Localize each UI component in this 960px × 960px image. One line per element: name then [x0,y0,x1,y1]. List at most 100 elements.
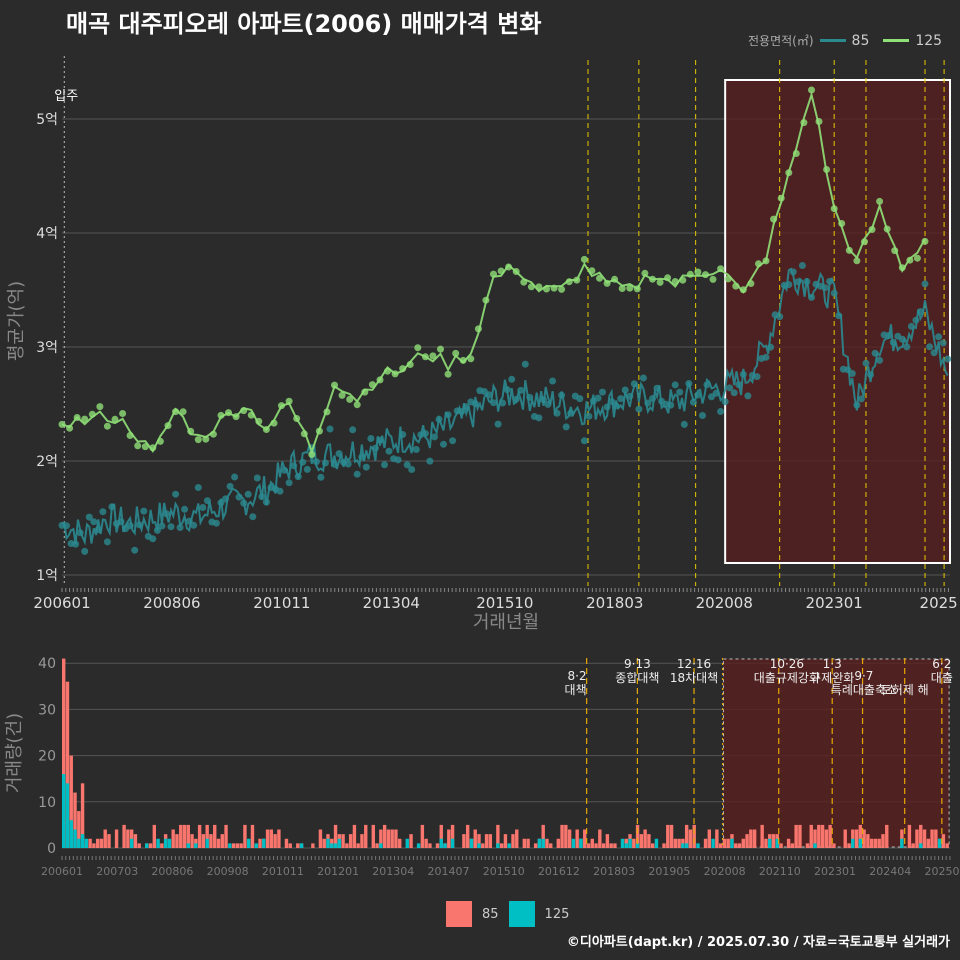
bar-85 [809,824,813,848]
data-point-85 [721,398,729,406]
data-point-125 [323,408,331,416]
data-point-125 [134,442,142,450]
bar-125 [330,843,334,848]
legend-bottom-label-85: 85 [482,906,499,922]
data-point-125 [368,381,376,389]
data-point-85 [181,505,189,513]
data-point-125 [285,397,293,405]
data-point-125 [444,370,452,378]
policy-name-label: 대출 [931,671,953,685]
x-tick-label: 200703 [96,865,138,878]
data-point-85 [776,313,784,321]
data-point-85 [408,466,416,473]
data-point-125 [202,435,210,443]
data-point-85 [503,386,511,394]
bar-85 [858,824,863,848]
bar-85 [511,834,515,848]
data-point-125 [755,260,762,268]
data-point-85 [185,517,193,525]
data-point-85 [371,444,379,452]
bar-85 [601,843,606,848]
data-point-125 [913,254,921,262]
x-tick-label: 200601 [41,865,83,878]
bar-85 [322,838,326,848]
data-point-125 [179,408,187,416]
data-point-125 [81,415,89,423]
bar-85 [137,843,141,848]
bar-85 [186,824,190,848]
data-point-85 [435,415,443,423]
x-tick-label: 201304 [372,865,414,878]
bar-85 [798,824,802,848]
data-point-85 [349,426,357,434]
data-point-125 [921,237,929,245]
bar-85 [77,811,81,848]
bar-85 [749,829,753,848]
bar-85 [371,824,375,848]
data-point-125 [126,432,134,439]
data-point-85 [735,381,743,389]
bar-125 [129,838,134,848]
data-point-85 [222,495,229,503]
data-point-85 [912,316,920,324]
bar-125 [69,820,73,848]
data-point-85 [903,343,911,351]
bar-125 [65,783,70,848]
data-point-125 [111,415,119,423]
data-point-125 [611,275,619,283]
bar-125 [900,838,904,848]
data-point-125 [209,430,217,438]
y-tick-label: 4억 [36,226,58,242]
data-point-125 [656,278,664,286]
legend-box-85 [446,901,472,927]
bar-85 [243,824,247,848]
x-tick-label: 201905 [648,865,690,878]
legend-bottom-label-125: 125 [544,906,570,922]
bar-85 [567,829,572,848]
bar-85 [684,824,689,848]
data-point-85 [580,437,588,445]
data-point-85 [830,289,838,297]
data-point-85 [857,395,865,403]
x-tick-label: 202110 [759,865,801,878]
y-tick-label: 40 [38,656,56,672]
data-point-125 [732,282,740,290]
data-point-85 [85,513,93,521]
bar-85 [594,843,598,848]
data-point-85 [321,459,329,467]
data-point-85 [558,391,566,399]
data-point-125 [792,150,800,157]
bar-85 [288,843,292,848]
bar-85 [726,838,730,848]
policy-date-label: 9·13 [624,657,651,671]
data-point-125 [270,419,278,427]
y-axis-title: 평균가(억) [6,281,27,361]
data-point-85 [730,389,738,397]
data-point-85 [99,508,107,516]
bar-125 [541,838,545,848]
data-point-125 [535,283,543,291]
data-point-85 [317,473,325,481]
highlight-box [722,658,950,848]
bar-85 [673,838,678,848]
y-tick-label: 0 [47,841,56,857]
x-tick-label: 202008 [696,594,753,612]
bar-85 [447,829,451,848]
data-point-85 [612,402,620,410]
data-point-125 [73,414,81,421]
bar-85 [481,843,485,848]
data-point-125 [232,413,240,421]
data-point-85 [471,400,479,408]
bar-85 [922,829,927,848]
data-point-85 [90,518,98,526]
bar-85 [832,843,836,848]
legend-box-125 [508,901,535,927]
data-point-85 [331,460,338,468]
data-point-125 [149,444,157,452]
data-point-85 [540,396,547,404]
data-point-85 [249,513,257,521]
data-point-125 [520,278,528,286]
data-point-85 [526,393,534,401]
data-point-85 [344,460,352,468]
bar-125 [775,838,779,848]
